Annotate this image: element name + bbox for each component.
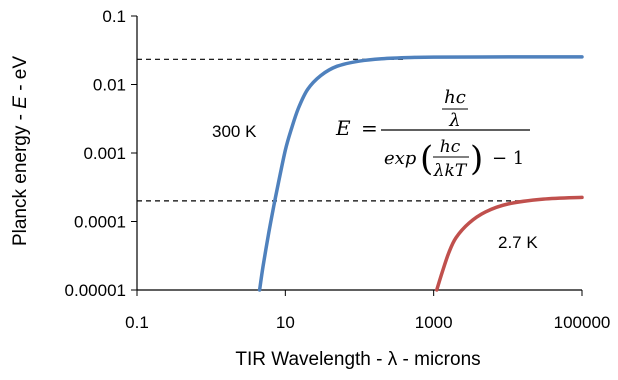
y-tick-label: 0.001 xyxy=(83,144,126,163)
equation-inner-top: hc xyxy=(440,137,461,157)
equation-numerator-bottom: λ xyxy=(448,110,460,131)
equation-equals: = xyxy=(361,116,378,140)
planck-equation: E = hc λ exp ( hc λkT ) − 1 xyxy=(335,87,530,181)
equation-minus-one: − 1 xyxy=(492,148,524,169)
x-tick-label: 0.1 xyxy=(125,313,149,332)
equation-left-paren: ( xyxy=(420,139,433,179)
annotation-2-7k: 2.7 K xyxy=(498,233,538,252)
series-layer xyxy=(257,55,584,292)
equation-inner-bottom: λkT xyxy=(433,161,468,181)
equation-numerator-top: hc xyxy=(444,87,466,108)
y-tick-label: 0.00001 xyxy=(65,281,126,300)
series-line-300-k xyxy=(257,55,584,292)
y-axis-title-suffix: - eV xyxy=(10,56,31,96)
equation-exp: exp xyxy=(384,148,417,169)
y-tick-label: 0.01 xyxy=(93,76,126,95)
reference-lines xyxy=(137,58,531,202)
series-line-2-7-k xyxy=(434,195,584,292)
y-axis-ticks: 0.00001 0.0001 0.001 0.01 0.1 xyxy=(65,7,137,300)
x-tick-label: 1000 xyxy=(415,313,453,332)
y-axis-title: Planck energy - E - eV xyxy=(10,56,31,246)
y-axis-title-variable: E xyxy=(10,96,31,109)
y-axis-title-prefix: Planck energy - xyxy=(10,109,31,246)
x-tick-label: 10 xyxy=(276,313,295,332)
x-tick-label: 100000 xyxy=(554,313,611,332)
x-axis-title: TIR Wavelength - λ - microns xyxy=(235,349,480,370)
equation-lhs: E xyxy=(335,116,351,140)
y-tick-label: 0.1 xyxy=(102,7,126,26)
annotation-300k: 300 K xyxy=(212,122,257,141)
y-tick-label: 0.0001 xyxy=(74,213,126,232)
equation-right-paren: ) xyxy=(470,139,483,179)
x-axis-ticks: 0.1 10 1000 100000 xyxy=(125,290,610,332)
